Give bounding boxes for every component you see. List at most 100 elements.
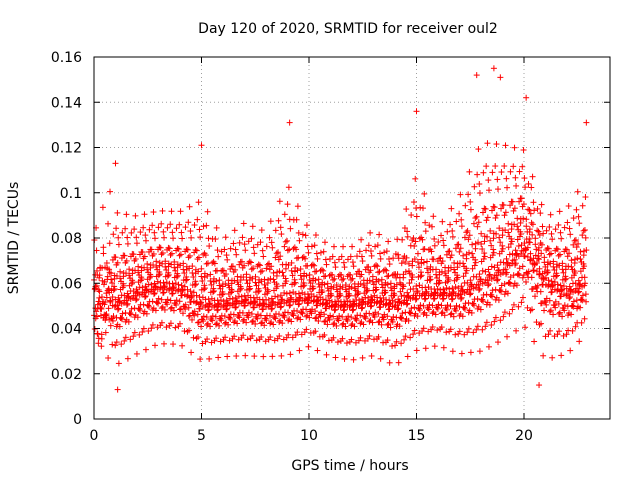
data-point <box>527 256 534 263</box>
data-point <box>259 247 266 254</box>
data-point <box>129 279 136 286</box>
data-point <box>132 297 139 304</box>
data-point <box>109 279 116 286</box>
data-point <box>520 215 527 222</box>
data-point <box>133 350 140 357</box>
data-point <box>151 280 158 287</box>
data-point <box>451 266 458 273</box>
data-point <box>152 307 159 314</box>
data-point <box>528 274 535 281</box>
data-point <box>187 299 194 306</box>
data-point <box>427 273 434 280</box>
data-point <box>169 290 176 297</box>
data-point <box>420 259 427 266</box>
data-point <box>177 262 184 269</box>
data-point <box>303 313 310 320</box>
data-point <box>556 328 563 335</box>
data-point <box>439 218 446 225</box>
data-point <box>414 288 421 295</box>
data-point <box>464 227 471 234</box>
data-point <box>560 283 567 290</box>
data-point <box>276 333 283 340</box>
data-point <box>583 298 590 305</box>
data-point <box>553 245 560 252</box>
data-point <box>141 253 148 260</box>
data-point <box>212 313 219 320</box>
data-point <box>518 299 525 306</box>
data-point <box>135 269 142 276</box>
data-point <box>462 202 469 209</box>
data-point <box>158 319 165 326</box>
data-point <box>176 320 183 327</box>
data-point <box>330 334 337 341</box>
data-point <box>538 320 545 327</box>
data-point <box>576 288 583 295</box>
data-point <box>345 313 352 320</box>
data-point <box>127 309 134 316</box>
data-point <box>324 285 331 292</box>
data-point <box>102 312 109 319</box>
data-point <box>193 335 200 342</box>
data-point <box>167 221 174 228</box>
data-point <box>555 252 562 259</box>
data-point <box>523 94 530 101</box>
data-point <box>525 180 532 187</box>
data-point <box>366 277 373 284</box>
data-point <box>254 315 261 322</box>
data-point <box>510 282 517 289</box>
data-point <box>192 246 199 253</box>
data-point <box>535 228 542 235</box>
data-point <box>434 327 441 334</box>
data-point <box>135 263 142 270</box>
data-point <box>384 313 391 320</box>
data-points <box>91 65 590 393</box>
data-point <box>160 289 167 296</box>
data-point <box>495 186 502 193</box>
data-point <box>572 323 579 330</box>
data-point <box>404 228 411 235</box>
data-point <box>522 278 529 285</box>
data-point <box>108 276 115 283</box>
data-point <box>206 355 213 362</box>
data-point <box>394 271 401 278</box>
data-point <box>198 142 205 149</box>
data-point <box>115 234 122 241</box>
data-point <box>482 323 489 330</box>
data-point <box>579 202 586 209</box>
data-point <box>350 263 357 270</box>
data-point <box>476 348 483 355</box>
data-point <box>151 342 158 349</box>
data-point <box>275 256 282 263</box>
data-point <box>485 187 492 194</box>
data-point <box>188 234 195 241</box>
data-point <box>111 283 118 290</box>
data-point <box>517 231 524 238</box>
data-point <box>161 340 168 347</box>
data-point <box>373 286 380 293</box>
data-point <box>502 209 509 216</box>
data-point <box>234 279 241 286</box>
data-point <box>195 319 202 326</box>
data-point <box>319 288 326 295</box>
data-point <box>278 352 285 359</box>
data-point <box>325 337 332 344</box>
data-point <box>559 260 566 267</box>
data-point <box>344 317 351 324</box>
data-point <box>494 262 501 269</box>
data-point <box>453 302 460 309</box>
data-point <box>526 239 533 246</box>
data-point <box>411 256 418 263</box>
data-point <box>94 313 101 320</box>
data-point <box>184 286 191 293</box>
data-point <box>170 341 177 348</box>
data-point <box>580 227 587 234</box>
data-point <box>515 270 522 277</box>
data-point <box>426 301 433 308</box>
data-point <box>183 276 190 283</box>
data-point <box>485 343 492 350</box>
data-point <box>194 216 201 223</box>
data-point <box>106 269 113 276</box>
data-point <box>458 283 465 290</box>
data-point <box>467 349 474 356</box>
data-point <box>272 293 279 300</box>
